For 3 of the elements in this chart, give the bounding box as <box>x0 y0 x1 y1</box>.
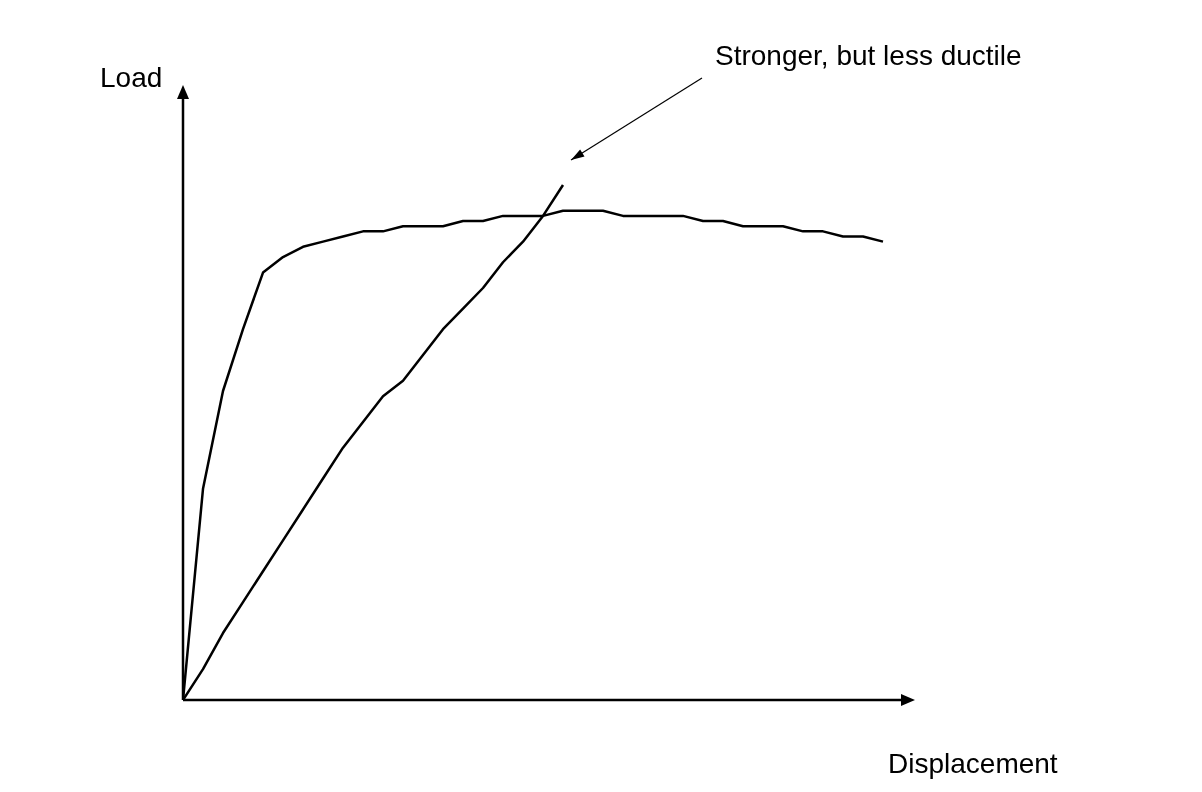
x-axis-title: Displacement <box>888 748 1058 780</box>
y-axis-title: Load <box>100 62 163 94</box>
text: Stronger, but less ductile <box>715 40 1022 72</box>
